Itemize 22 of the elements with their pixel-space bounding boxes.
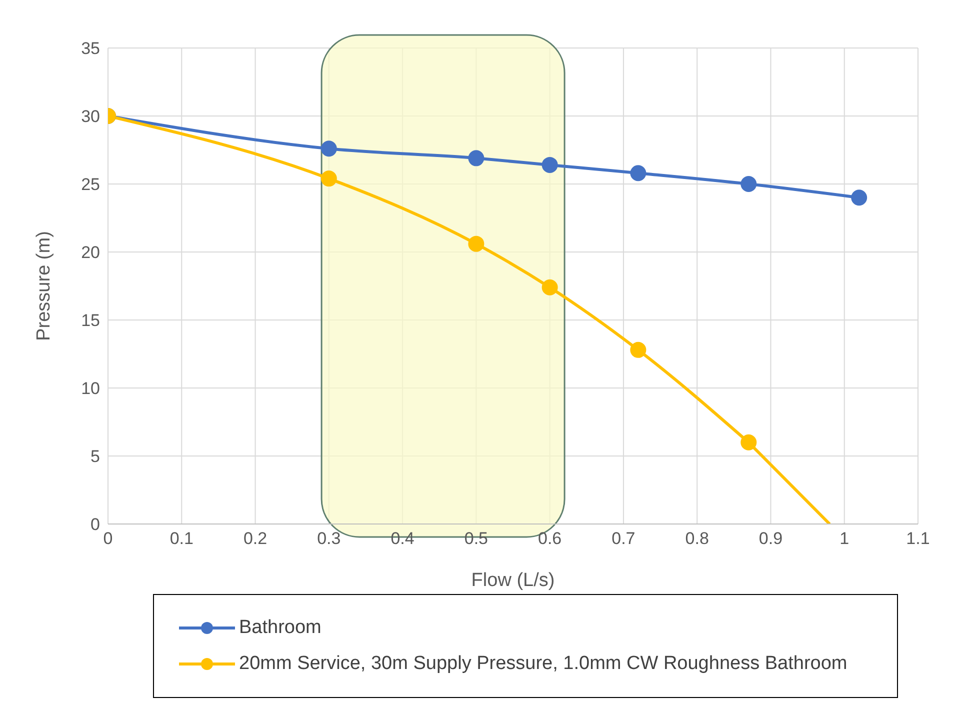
x-tick-label: 0.9 (758, 529, 783, 548)
x-tick-label: 1.1 (906, 529, 930, 548)
legend-label: Bathroom (239, 617, 322, 639)
legend-label: 20mm Service, 30m Supply Pressure, 1.0mm CW Roughness Bathroom (239, 653, 848, 675)
y-tick-label: 35 (81, 39, 100, 58)
y-tick-label: 10 (81, 379, 100, 398)
x-tick-label: 0.1 (170, 529, 194, 548)
y-tick-label: 25 (81, 175, 100, 194)
y-tick-label: 5 (90, 447, 100, 466)
x-tick-label: 0.6 (538, 529, 562, 548)
y-tick-label: 15 (81, 311, 100, 330)
x-tick-label: 1 (840, 529, 850, 548)
x-tick-label: 0 (103, 529, 113, 548)
x-tick-label: 0.8 (685, 529, 709, 548)
y-tick-label: 20 (81, 243, 100, 262)
y-axis-title: Pressure (m) (34, 231, 55, 341)
x-tick-label: 0.2 (243, 529, 268, 548)
x-tick-label: 0.3 (317, 529, 341, 548)
x-axis-title: Flow (L/s) (471, 570, 555, 591)
x-tick-label: 0.7 (612, 529, 636, 548)
y-tick-label: 0 (90, 515, 100, 534)
y-tick-label: 30 (81, 107, 100, 126)
